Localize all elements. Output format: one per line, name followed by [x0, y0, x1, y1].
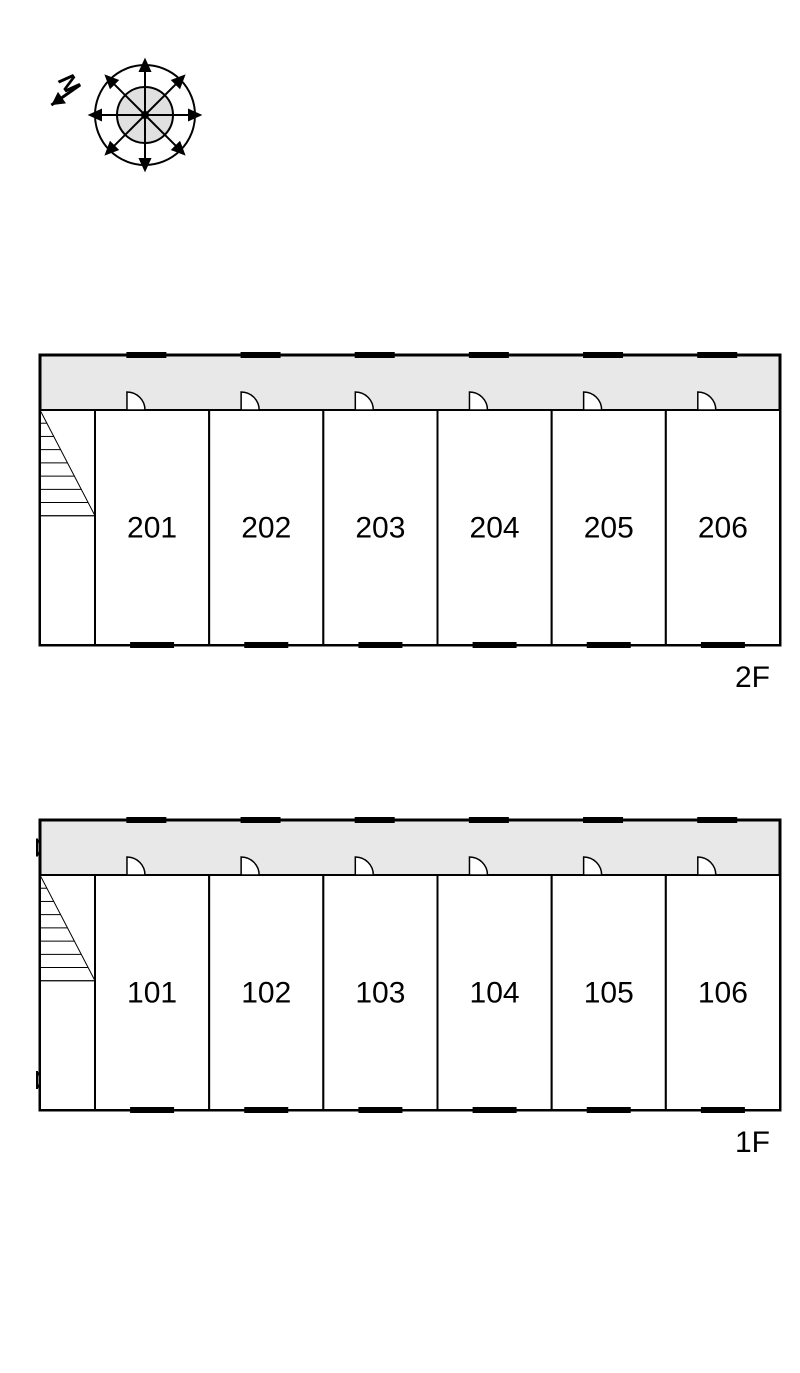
unit-label: 104	[470, 977, 520, 1010]
floor-label: 2F	[735, 661, 770, 695]
unit-label: 204	[470, 512, 520, 545]
unit-label: 202	[241, 512, 291, 545]
unit-label: 103	[355, 977, 405, 1010]
unit-label: 106	[698, 977, 748, 1010]
unit-label: 203	[355, 512, 405, 545]
unit-label: 205	[584, 512, 634, 545]
unit-label: 102	[241, 977, 291, 1010]
unit-label: 105	[584, 977, 634, 1010]
floor-plan-2F: 2012022032042052062F	[30, 345, 770, 655]
unit-label: 201	[127, 512, 177, 545]
floor-plan-1F: 1011021031041051061F	[30, 810, 770, 1120]
compass: N	[40, 40, 220, 200]
floor-label: 1F	[735, 1126, 770, 1160]
unit-label: 101	[127, 977, 177, 1010]
unit-label: 206	[698, 512, 748, 545]
